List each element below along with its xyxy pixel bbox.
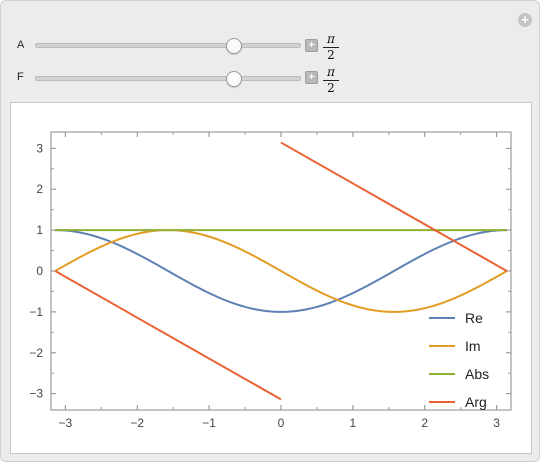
x-tick-label: 2	[421, 416, 428, 430]
legend-label-im: Im	[465, 338, 481, 354]
slider-f-track[interactable]	[35, 76, 301, 81]
y-tick-label: −2	[29, 346, 43, 360]
control-f-label: F	[17, 71, 24, 83]
y-tick-label: 2	[36, 182, 43, 196]
slider-f-value-denominator: 2	[327, 81, 335, 95]
x-tick-label: 0	[278, 416, 285, 430]
y-tick-label: −1	[29, 305, 43, 319]
x-tick-label: 1	[350, 416, 357, 430]
series-re-line	[55, 229, 507, 313]
series-im-line	[54, 229, 508, 313]
x-tick-label: 3	[493, 416, 500, 430]
y-tick-label: 1	[36, 223, 43, 237]
slider-f-value-numerator: π	[323, 66, 339, 81]
slider-a-value-denominator: 2	[327, 48, 335, 62]
y-tick-label: 3	[36, 141, 43, 155]
slider-a-track[interactable]	[35, 43, 301, 48]
x-tick-label: −1	[202, 416, 216, 430]
legend-label-arg: Arg	[465, 394, 487, 410]
slider-f-thumb[interactable]	[226, 71, 242, 87]
y-tick-label: 0	[36, 264, 43, 278]
legend-label-re: Re	[465, 310, 483, 326]
slider-a-thumb[interactable]	[226, 38, 242, 54]
plot-area: −3 −2 −1 0 1 2 3 3 2 1 0 −1 −2 −3 Re Im Abs Arg	[10, 102, 532, 454]
x-tick-label: −2	[130, 416, 144, 430]
control-a-label: A	[17, 39, 25, 51]
x-tick-label: −3	[59, 416, 73, 430]
slider-f-value: π 2	[323, 66, 339, 95]
slider-a-stepper[interactable]: +	[305, 39, 318, 52]
add-icon[interactable]: +	[518, 13, 532, 27]
y-tick-label: −3	[29, 387, 43, 401]
series-arg-line	[54, 270, 282, 401]
slider-f-stepper[interactable]: +	[305, 71, 318, 84]
slider-a-value: π 2	[323, 33, 339, 62]
line-chart: −3 −2 −1 0 1 2 3 3 2 1 0 −1 −2 −3 Re Im Abs Arg	[29, 131, 512, 430]
slider-a-value-numerator: π	[323, 33, 339, 48]
legend-label-abs: Abs	[465, 366, 489, 382]
series-arg-line-2	[280, 141, 508, 272]
